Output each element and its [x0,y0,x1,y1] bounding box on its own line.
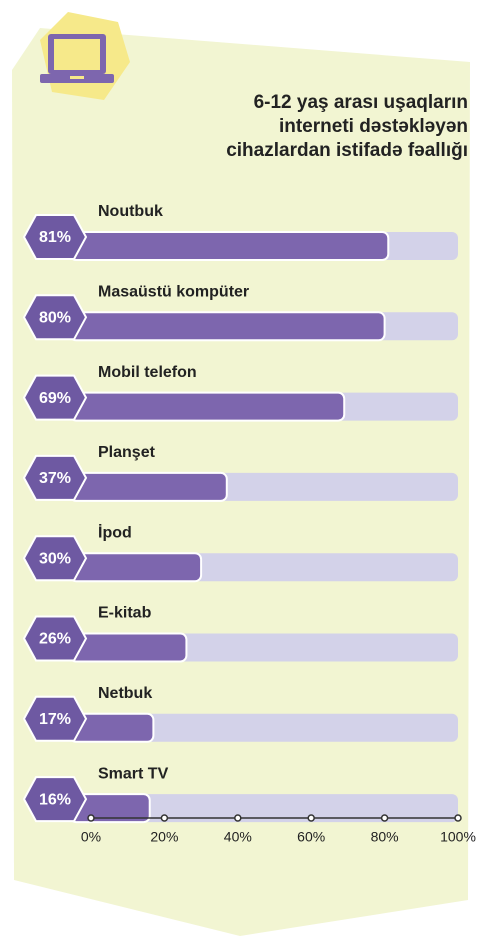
value-badge [22,214,88,260]
laptop-icon [40,12,130,100]
bar [69,632,188,663]
category-label: Netbuk [98,685,152,702]
bar-track [70,713,458,742]
x-tick-label: 0% [81,829,101,845]
category-label: Masaüstü kompüter [98,284,249,301]
x-tick-label: 100% [440,829,476,845]
value-label: 81% [39,229,71,246]
value-badge [22,454,88,501]
x-tick-label: 80% [371,829,399,845]
category-label: Noutbuk [98,203,163,220]
x-tick-label: 60% [297,829,325,845]
value-label: 26% [39,631,71,648]
value-label: 80% [39,310,71,327]
bar [69,552,203,583]
chart-title: 6-12 yaş arası uşaqların [254,92,468,113]
chart-title: interneti dəstəkləyən [279,116,468,137]
chart-title: cihazlardan istifadə fəallığı [226,140,468,161]
tick-mark [380,814,389,822]
category-label: E-kitab [98,605,152,622]
bar-track [70,794,458,823]
tick-mark [454,814,462,822]
value-label: 37% [39,470,71,487]
x-tick-label: 40% [224,829,252,845]
bar [69,231,390,261]
value-badge [22,294,88,341]
x-tick-label: 20% [150,829,178,845]
tick-mark [87,814,95,822]
value-label: 17% [39,711,71,728]
bar [69,471,228,502]
value-label: 69% [39,390,71,407]
category-label: Smart TV [98,765,169,782]
value-badge [22,374,88,421]
value-badge [22,695,88,742]
bar [69,311,386,342]
tick-mark [234,814,242,822]
value-label: 16% [39,791,71,808]
category-label: Mobil telefon [98,364,197,381]
value-badge [22,535,88,582]
value-badge [22,776,88,823]
bar [69,391,346,422]
value-badge [22,615,88,662]
category-label: İpod [98,523,132,541]
category-label: Planşet [98,444,156,461]
tick-mark [307,814,315,822]
value-label: 30% [39,550,71,567]
tick-mark [160,814,169,822]
